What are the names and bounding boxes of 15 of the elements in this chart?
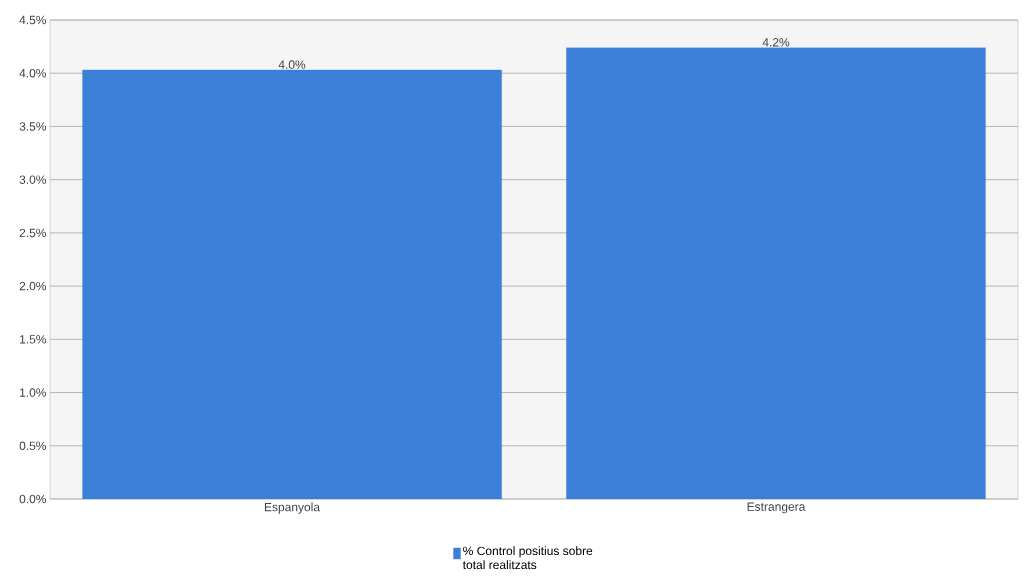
x-tick-label: Espanyola: [264, 502, 321, 514]
legend-label: % Control positius sobre total realitzats: [462, 546, 593, 570]
data-label: 4.0%: [278, 60, 306, 69]
y-tick-label: 3.5%: [19, 122, 47, 131]
data-label: 4.2%: [762, 38, 790, 47]
y-tick-label: 0.5%: [19, 441, 47, 451]
x-tick-label: Estrangera: [747, 502, 806, 514]
y-tick-label: 2.0%: [19, 281, 47, 291]
y-tick-label: 1.5%: [20, 335, 47, 344]
y-tick-label: 4.0%: [19, 68, 47, 78]
y-tick-label: 3.0%: [19, 175, 47, 184]
y-tick-label: 1.0%: [20, 388, 47, 397]
y-tick-label: 4.5%: [19, 15, 47, 25]
y-tick-label: 2.5%: [19, 228, 47, 238]
y-tick-label: 0.0%: [19, 494, 47, 504]
